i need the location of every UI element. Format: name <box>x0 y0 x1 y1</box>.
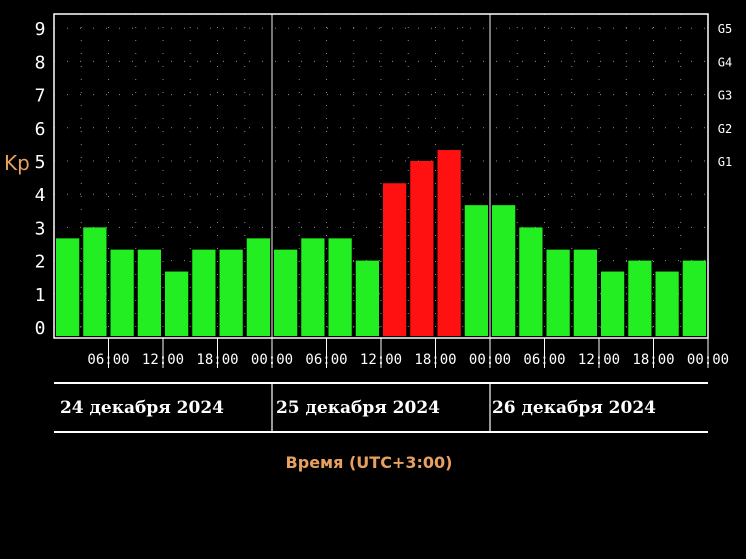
kp-bar <box>682 260 706 336</box>
kp-bar <box>274 249 298 336</box>
kp-bar <box>83 227 107 336</box>
x-tick-label: 12:00 <box>360 352 402 368</box>
y-tick-label: 6 <box>35 119 46 140</box>
kp-bar <box>355 260 379 336</box>
y-axis-label: Kp <box>4 151 30 175</box>
x-axis-label: Время (UTC+3:00) <box>286 453 453 472</box>
x-tick-label: 00:00 <box>469 352 511 368</box>
y-tick-label: 5 <box>35 152 46 173</box>
y-tick-label: 8 <box>35 52 46 73</box>
x-tick-label: 12:00 <box>578 352 620 368</box>
kp-bar <box>437 150 461 336</box>
kp-bar <box>601 271 625 336</box>
kp-bar <box>383 183 407 336</box>
y-tick-label: 0 <box>35 318 46 339</box>
kp-bar <box>165 271 189 336</box>
g-scale-label: G3 <box>718 89 732 103</box>
y-tick-label: 9 <box>35 19 46 40</box>
kp-bar <box>110 249 134 336</box>
day-label-1: 24 декабря 2024 <box>60 398 224 418</box>
g-scale-label: G1 <box>718 155 732 169</box>
x-tick-label: 00:00 <box>251 352 293 368</box>
x-tick-label: 18:00 <box>414 352 456 368</box>
y-tick-label: 7 <box>35 86 46 107</box>
y-tick-label: 4 <box>35 185 46 206</box>
x-tick-label: 06:00 <box>523 352 565 368</box>
kp-bar <box>137 249 161 336</box>
kp-bar <box>219 249 243 336</box>
kp-bar <box>192 249 216 336</box>
x-tick-label: 18:00 <box>632 352 674 368</box>
g-scale-label: G5 <box>718 22 732 36</box>
kp-bar <box>410 161 434 336</box>
kp-bar <box>464 205 488 336</box>
x-tick-label: 00:00 <box>687 352 729 368</box>
day-label-3: 26 декабря 2024 <box>492 398 656 418</box>
x-tick-label: 18:00 <box>196 352 238 368</box>
x-tick-label: 12:00 <box>142 352 184 368</box>
kp-bar <box>56 238 80 336</box>
kp-bar <box>628 260 652 336</box>
day-label-2: 25 декабря 2024 <box>276 398 440 418</box>
x-tick-label: 06:00 <box>305 352 347 368</box>
kp-bar <box>573 249 597 336</box>
kp-bar <box>492 205 516 336</box>
kp-bar <box>328 238 352 336</box>
kp-bar <box>301 238 325 336</box>
x-tick-label: 06:00 <box>87 352 129 368</box>
g-scale-label: G2 <box>718 122 732 136</box>
kp-bar <box>246 238 270 336</box>
y-tick-label: 3 <box>35 218 46 239</box>
y-tick-label: 1 <box>35 285 46 306</box>
kp-bar <box>519 227 543 336</box>
kp-bar <box>546 249 570 336</box>
g-scale-label: G4 <box>718 55 732 69</box>
kp-bar <box>655 271 679 336</box>
y-tick-label: 2 <box>35 252 46 273</box>
